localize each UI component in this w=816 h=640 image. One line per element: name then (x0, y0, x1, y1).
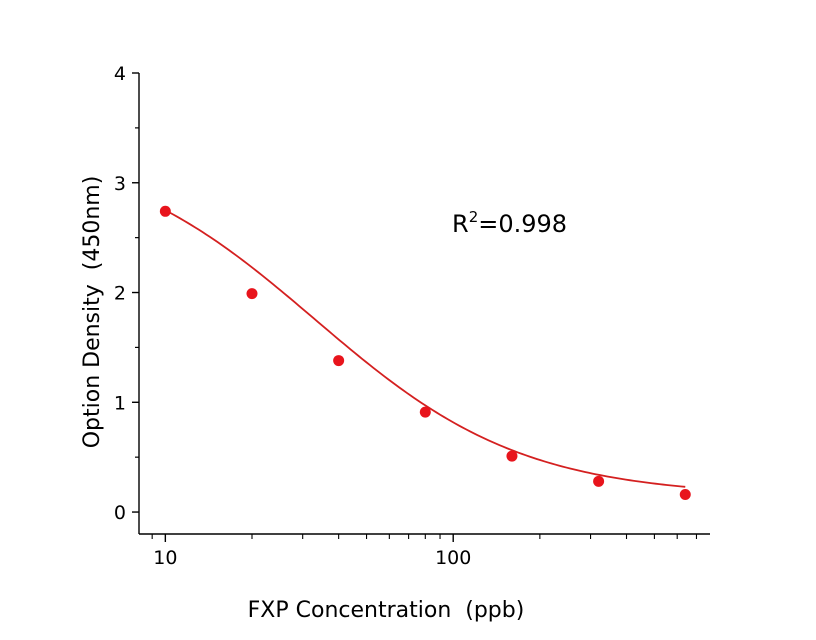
r-value: =0.998 (478, 210, 567, 238)
y-tick-label: 2 (114, 283, 126, 305)
x-tick-label: 10 (153, 547, 177, 569)
data-point (333, 355, 345, 367)
y-tick-label: 3 (114, 173, 126, 195)
fit-curve-layer (164, 209, 686, 488)
data-point (159, 205, 171, 217)
data-point (506, 450, 518, 462)
data-points-layer (159, 205, 691, 500)
y-tick-label: 4 (114, 63, 126, 85)
y-axis-title: Option Density (450nm) (80, 176, 105, 449)
data-point (246, 288, 258, 300)
r-squared-annotation: R2=0.998 (452, 208, 567, 238)
y-tick-label: 1 (114, 392, 126, 414)
axes: 0 1 2 3 4 10 100 (114, 63, 710, 569)
r-letter: R (452, 210, 469, 238)
data-point (419, 406, 431, 418)
r-superscript: 2 (469, 208, 479, 226)
x-axis-title: FXP Concentration (ppb) (248, 598, 525, 623)
y-tick-label: 0 (114, 502, 126, 524)
data-point (593, 475, 605, 487)
data-point (679, 488, 691, 500)
fit-curve (164, 209, 686, 488)
x-tick-label: 100 (435, 547, 471, 569)
